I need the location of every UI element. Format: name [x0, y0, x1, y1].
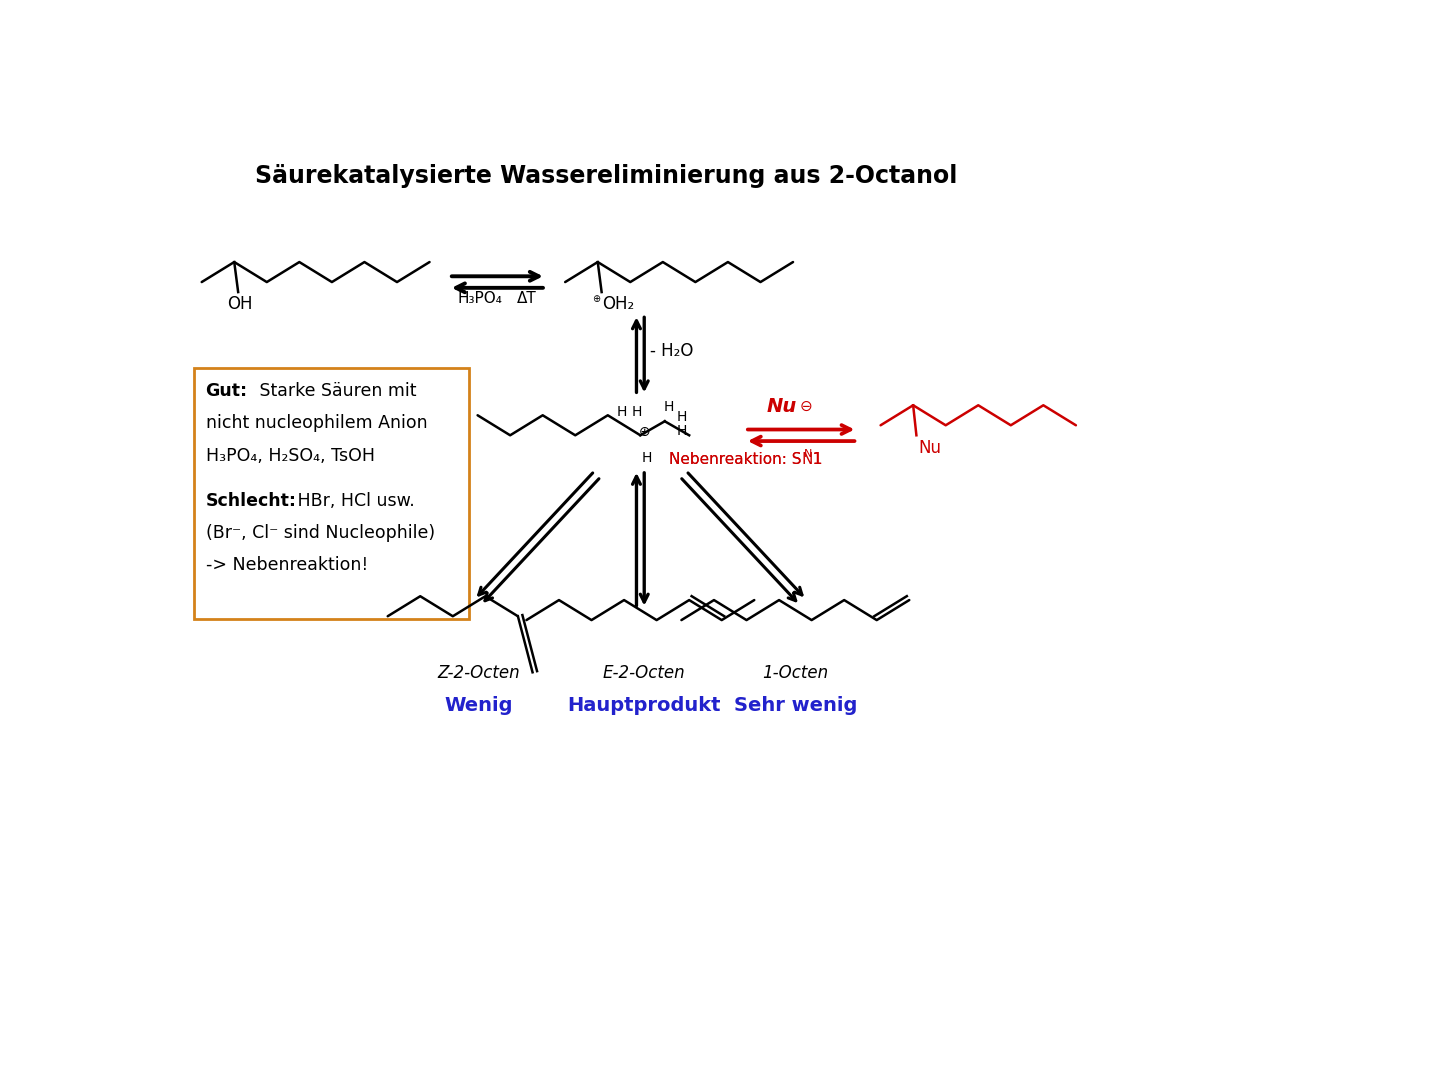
- Text: ΔT: ΔT: [517, 291, 537, 306]
- Text: E-2-Octen: E-2-Octen: [603, 664, 685, 681]
- Text: H: H: [677, 410, 687, 424]
- Text: Schlecht:: Schlecht:: [206, 491, 297, 510]
- Text: nicht nucleophilem Anion: nicht nucleophilem Anion: [206, 415, 428, 432]
- Text: (Br⁻, Cl⁻ sind Nucleophile): (Br⁻, Cl⁻ sind Nucleophile): [206, 524, 435, 542]
- Text: H₃PO₄, H₂SO₄, TsOH: H₃PO₄, H₂SO₄, TsOH: [206, 447, 374, 464]
- Text: N1: N1: [801, 453, 822, 468]
- Text: Nebenreaktion: S: Nebenreaktion: S: [668, 453, 801, 468]
- Text: H: H: [616, 405, 626, 419]
- Text: Starke Säuren mit: Starke Säuren mit: [253, 382, 416, 401]
- Text: Hauptprodukt: Hauptprodukt: [567, 697, 721, 715]
- Text: HBr, HCl usw.: HBr, HCl usw.: [292, 491, 415, 510]
- Text: $\ominus$: $\ominus$: [799, 399, 812, 414]
- Text: Säurekatalysierte Wassereliminierung aus 2-Octanol: Säurekatalysierte Wassereliminierung aus…: [255, 164, 958, 188]
- Text: $^\oplus$: $^\oplus$: [589, 295, 600, 309]
- Text: -> Nebenreaktion!: -> Nebenreaktion!: [206, 556, 367, 575]
- Text: H: H: [677, 424, 687, 438]
- Text: - H₂O: - H₂O: [651, 342, 694, 360]
- Text: 1: 1: [812, 453, 822, 468]
- Text: Nebenreaktion: S: Nebenreaktion: S: [670, 453, 802, 468]
- Text: 1-Octen: 1-Octen: [762, 664, 828, 681]
- Text: N: N: [804, 449, 812, 459]
- Text: Nu: Nu: [919, 440, 942, 457]
- Text: Nu: Nu: [766, 397, 796, 416]
- Text: Gut:: Gut:: [206, 382, 248, 401]
- Text: Sehr wenig: Sehr wenig: [733, 697, 857, 715]
- Text: $\oplus$: $\oplus$: [638, 426, 651, 440]
- FancyBboxPatch shape: [194, 368, 469, 619]
- Text: OH: OH: [228, 295, 252, 313]
- Text: H: H: [631, 405, 642, 419]
- Text: H: H: [641, 451, 652, 465]
- Text: Z-2-Octen: Z-2-Octen: [438, 664, 520, 681]
- Text: Wenig: Wenig: [445, 697, 514, 715]
- Text: OH₂: OH₂: [602, 295, 635, 313]
- Text: H: H: [664, 401, 674, 415]
- Text: H₃PO₄: H₃PO₄: [458, 291, 503, 306]
